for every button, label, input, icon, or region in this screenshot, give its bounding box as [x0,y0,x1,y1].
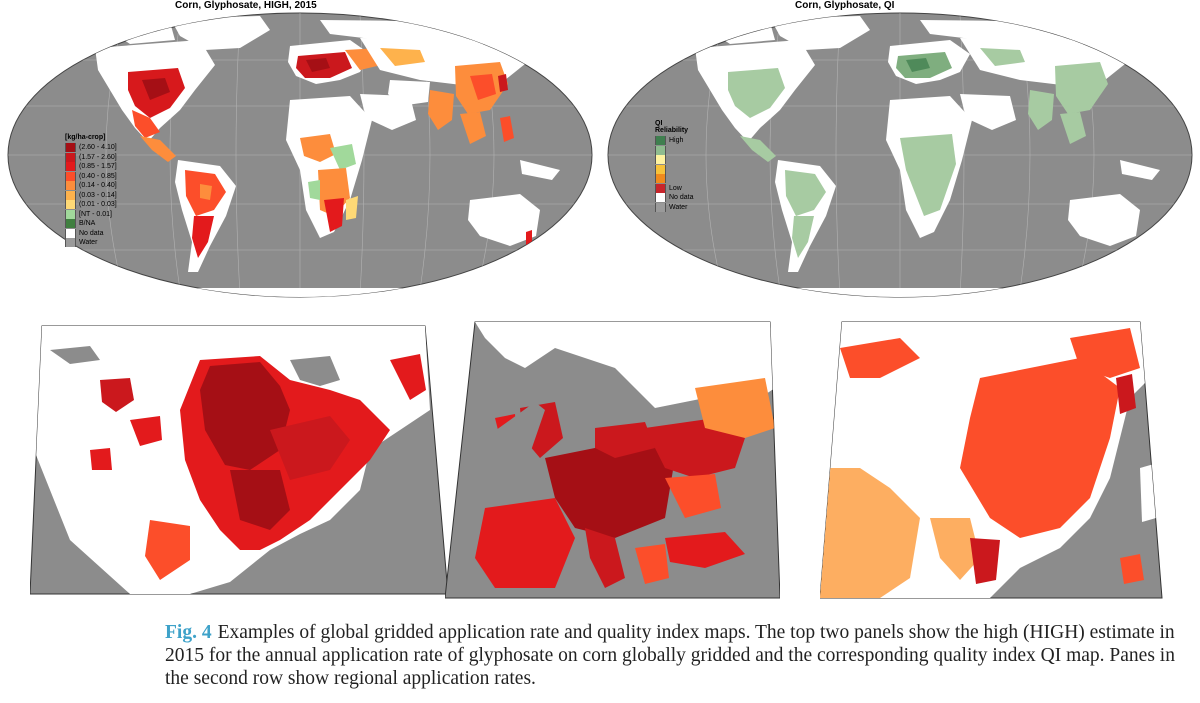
legend-qi-item [655,174,694,184]
legend-qi-reliability: QI Reliability High Low No data Water [655,120,694,212]
legend-qi-swatch [655,183,666,193]
legend-qi-title-line1: QI [655,120,663,127]
map-title-qi: Corn, Glyphosate, QI [795,0,895,11]
legend-rate-swatch [65,228,76,238]
legend-rate-label: (0.03 - 0.14] [79,191,117,199]
legend-qi-swatch [655,174,666,184]
legend-rate-swatch [65,219,76,229]
legend-qi-title-line2: Reliability [655,127,689,134]
africa [286,96,372,238]
legend-qi-item [655,145,694,156]
legend-qi-item: Low [655,183,694,194]
legend-rate-label: (0.01 - 0.03] [79,201,117,209]
legend-rate-swatch [65,190,76,200]
legend-rate-label: Water [79,239,98,247]
australia [468,194,540,246]
regional-map-usa [30,325,449,595]
caption-text: Examples of global gridded application r… [165,622,1175,689]
legend-rate-label: (1.57 - 2.60] [79,153,117,161]
legend-rate-item: (0.85 - 1.57] [65,162,117,172]
legend-rate-label: [NT - 0.01] [79,210,112,218]
map-title-high: Corn, Glyphosate, HIGH, 2015 [175,0,317,11]
legend-rate-label: (2.60 - 4.10] [79,144,117,152]
legend-qi-item: No data [655,193,694,203]
legend-rate-item: B/NA [65,219,117,229]
legend-qi-swatch [655,136,666,146]
legend-qi-swatch [655,145,666,155]
legend-rate-swatch [65,209,76,219]
legend-qi-item: Water [655,202,694,213]
legend-rate-label: B/NA [79,220,96,228]
legend-qi-swatch [655,202,666,212]
legend-rate-swatch [65,162,76,172]
legend-qi-swatch [655,155,666,165]
legend-rate-swatch [65,143,76,153]
legend-rate-label: (0.40 - 0.85] [79,172,117,180]
legend-rate-swatch [65,171,76,181]
legend-rate-swatch [65,238,76,248]
legend-qi-item [655,164,694,175]
legend-qi-label: Water [669,203,688,211]
legend-rate-item: (0.01 - 0.03] [65,200,117,210]
legend-rate-item: (0.40 - 0.85] [65,171,117,182]
legend-rate-item: (0.03 - 0.14] [65,190,117,201]
global-qi-map [607,12,1193,298]
legend-qi-label: High [669,137,684,145]
legend-rate-item: (1.57 - 2.60] [65,152,117,163]
legend-rate-item: No data [65,228,117,239]
legend-unit: [kg/ha-crop] [65,134,106,141]
legend-qi-item: High [655,136,694,146]
legend-rate-swatch [65,181,76,191]
figure-label: Fig. 4 [165,622,212,643]
legend-rate-swatch [65,200,76,210]
legend-qi-item [655,155,694,165]
legend-rate-item: [NT - 0.01] [65,209,117,220]
legend-rate-item: (2.60 - 4.10] [65,143,117,153]
legend-rate-label: (0.14 - 0.40] [79,182,117,190]
legend-qi-swatch [655,164,666,174]
legend-rate-label: No data [79,229,104,237]
legend-rate-item: (0.14 - 0.40] [65,181,117,191]
global-rate-map [7,12,593,298]
legend-rate-swatch [65,152,76,162]
legend-qi-swatch [655,193,666,203]
legend-application-rate: [kg/ha-crop] (2.60 - 4.10] (1.57 - 2.60] (… [65,134,117,248]
regional-map-east-asia [820,321,1163,599]
legend-qi-label: No data [669,194,694,202]
legend-rate-label: (0.85 - 1.57] [79,163,117,171]
figure-caption: Fig. 4 Examples of global gridded applica… [165,621,1175,690]
legend-rate-item: Water [65,238,117,248]
legend-qi-label: Low [669,184,682,192]
regional-map-europe [445,321,780,599]
